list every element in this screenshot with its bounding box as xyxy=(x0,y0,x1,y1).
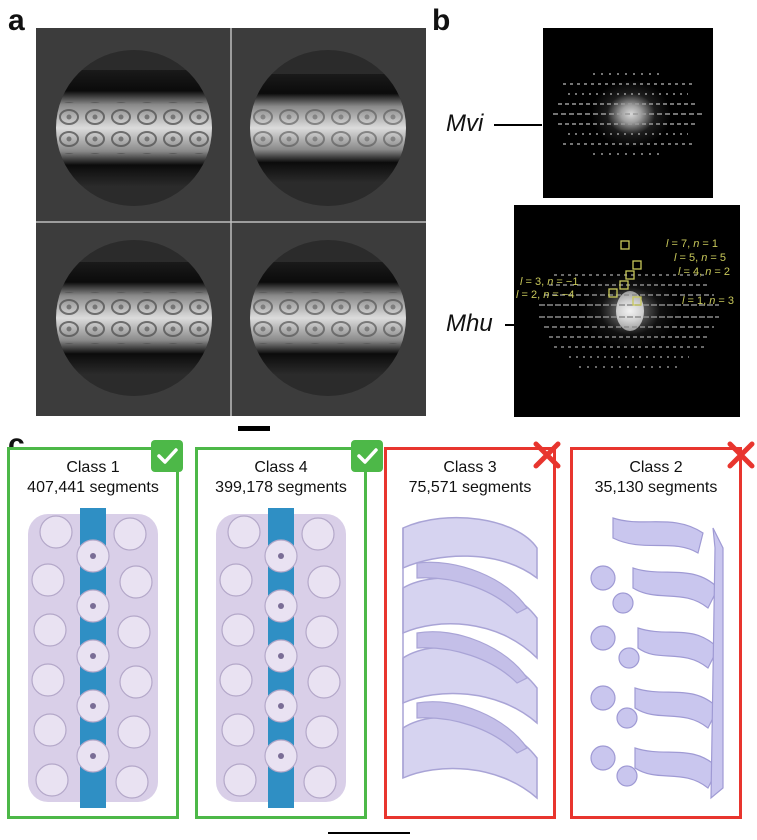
density-map-4 xyxy=(590,517,724,800)
class-card-1: Class 1 407,441 segments xyxy=(7,447,179,819)
class-card-3: Class 3 75,571 segments xyxy=(384,447,556,819)
class-card-segments: 35,130 segments xyxy=(594,479,718,496)
class-card-2: Class 4 399,178 segments xyxy=(195,447,367,819)
species-label-mhu: Mhu xyxy=(446,310,493,337)
class-card-title: Class 2 xyxy=(629,459,683,476)
panel-label-a: a xyxy=(8,4,25,37)
class-card-segments: 407,441 segments xyxy=(27,479,159,496)
fft-mvi xyxy=(543,28,713,198)
x-icon xyxy=(533,441,561,469)
class-card-title: Class 3 xyxy=(443,459,497,476)
density-map-3 xyxy=(402,516,538,800)
check-icon xyxy=(151,440,183,472)
class-average-1 xyxy=(56,50,212,206)
layer-line-label-2: l = 5, n = 5 xyxy=(674,252,726,264)
class-average-4 xyxy=(250,240,406,396)
scale-bar-c xyxy=(328,832,410,834)
panel-label-b: b xyxy=(432,4,451,37)
class-averages-grid xyxy=(36,28,426,416)
layer-line-label-1: l = 7, n = 1 xyxy=(666,238,718,250)
class-card-segments: 399,178 segments xyxy=(215,479,347,496)
density-map-2 xyxy=(216,508,346,808)
layer-line-label-4: l = 3, n = −1 xyxy=(520,276,578,288)
species-label-mvi: Mvi xyxy=(446,110,484,137)
density-map-1 xyxy=(28,508,158,808)
x-icon xyxy=(727,441,755,469)
class-average-2 xyxy=(250,50,406,206)
class-average-3 xyxy=(56,240,212,396)
class-card-segments: 75,571 segments xyxy=(408,479,532,496)
class-card-title: Class 4 xyxy=(254,459,308,476)
mvi-leader-line xyxy=(494,124,542,126)
class-card-title: Class 1 xyxy=(66,459,120,476)
layer-line-label-5: l = 2, n = −4 xyxy=(516,289,574,301)
fft-mhu: l = 7, n = 1 l = 5, n = 5 l = 4, n = 2 l… xyxy=(514,205,740,417)
check-icon xyxy=(351,440,383,472)
class-card-4: Class 2 35,130 segments xyxy=(570,447,742,819)
scale-bar-a xyxy=(238,426,270,431)
layer-line-label-6: l = 1, n = 3 xyxy=(682,295,734,307)
mhu-leader-line xyxy=(505,324,515,326)
layer-line-label-3: l = 4, n = 2 xyxy=(678,266,730,278)
